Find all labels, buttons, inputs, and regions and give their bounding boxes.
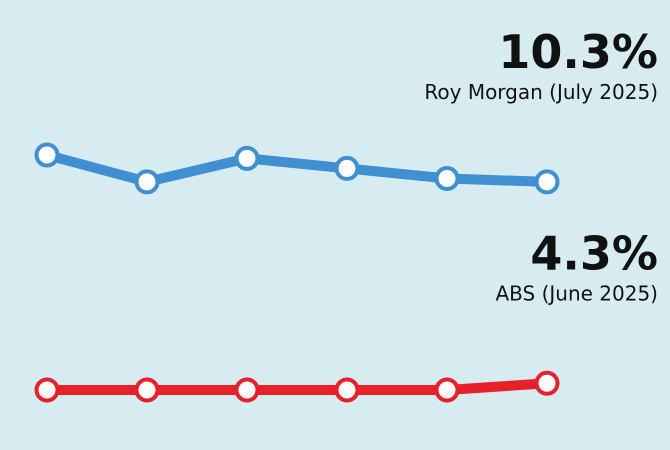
data-point [134, 169, 160, 195]
data-point [534, 370, 560, 396]
data-point [334, 377, 360, 403]
data-point [234, 145, 260, 171]
data-point [34, 142, 60, 168]
data-point [434, 166, 460, 191]
value-label: 10.3% [498, 25, 658, 79]
series-name: Roy Morgan (July 2025) [424, 80, 658, 104]
data-point [534, 169, 560, 195]
series-line [42, 378, 552, 395]
data-point [34, 377, 60, 403]
data-point [434, 377, 460, 403]
data-point [334, 155, 360, 181]
data-point [134, 377, 160, 403]
series-name: ABS (June 2025) [495, 281, 658, 305]
series-line [42, 150, 552, 187]
data-point [234, 377, 260, 403]
value-label: 4.3% [530, 226, 658, 280]
